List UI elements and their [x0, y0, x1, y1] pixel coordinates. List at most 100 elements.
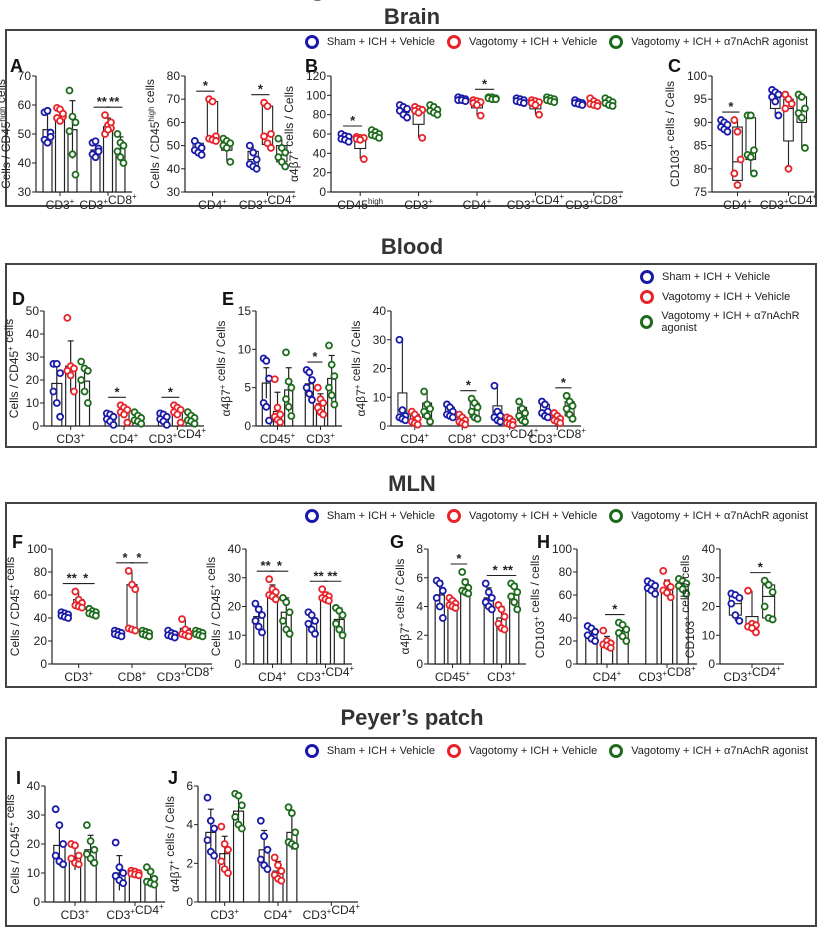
x-tick-label: CD3+CD4+ — [297, 664, 355, 684]
data-point — [461, 578, 470, 586]
data-point — [784, 164, 793, 173]
data-point — [319, 410, 328, 419]
x-tick-label: CD8+ — [118, 669, 147, 684]
data-point — [274, 134, 283, 143]
y-axis-label: α4β7+ cells / Cells — [163, 796, 182, 892]
x-tick-label: CD3+CD4+ — [106, 902, 164, 922]
x-tick-label: CD3+CD8+ — [79, 192, 137, 212]
significance-label: * — [612, 602, 618, 617]
data-point — [80, 387, 89, 396]
significance-label: ** — [109, 94, 120, 109]
data-point — [666, 593, 675, 602]
x-tick-label: CD3+CD4+ — [239, 192, 297, 212]
legend-label: Vagotomy + ICH + Vehicle — [469, 745, 598, 757]
y-tick-label: 0 — [33, 895, 40, 909]
data-point — [162, 420, 171, 429]
y-tick-label: 100 — [306, 88, 326, 102]
data-point — [49, 387, 58, 396]
significance-label: * — [123, 550, 129, 565]
y-tick-label: 10 — [373, 390, 387, 404]
y-tick-label: 60 — [18, 98, 32, 112]
panel-label: I — [16, 768, 21, 788]
data-point — [107, 118, 115, 127]
significance-label: * — [277, 558, 283, 573]
data-point — [263, 865, 272, 874]
data-point — [120, 410, 128, 419]
section-title-blood: Blood — [380, 234, 444, 259]
data-point — [271, 595, 280, 604]
data-point — [338, 611, 347, 620]
data-point — [284, 402, 293, 411]
x-tick-label: CD3+ — [56, 431, 85, 446]
y-tick-label: 30 — [373, 333, 387, 347]
data-point — [568, 414, 577, 423]
data-point — [622, 625, 631, 634]
data-point — [401, 416, 410, 425]
y-tick-label: 10 — [26, 396, 40, 410]
data-point — [78, 603, 86, 612]
y-tick-label: 8 — [416, 542, 423, 556]
data-point — [117, 632, 126, 641]
data-point — [212, 137, 220, 145]
panel-a2: 30 40 50 60 70 80 Cells / CD45high cells CD4+ CD… — [143, 69, 297, 212]
y-axis-label: Cells / CD45+ cells — [204, 557, 223, 656]
data-point — [258, 611, 266, 620]
data-point — [781, 104, 790, 113]
data-point — [66, 371, 75, 380]
legend-item-agonist: Vagotomy + ICH + α7nAchR agonist — [609, 35, 808, 49]
data-point — [226, 157, 235, 166]
data-point — [324, 596, 333, 605]
y-tick-label: 40 — [34, 611, 48, 625]
y-tick-label: 20 — [27, 837, 41, 851]
data-point — [131, 585, 140, 594]
data-point — [115, 863, 124, 872]
data-point — [599, 626, 608, 635]
y-tick-label: 0 — [416, 657, 423, 671]
data-point — [622, 637, 631, 645]
legend-item-sham: Sham + ICH + Vehicle — [304, 35, 435, 49]
data-point — [116, 153, 125, 162]
circle-marker-icon — [640, 315, 654, 329]
data-point — [413, 420, 422, 429]
data-point — [510, 582, 519, 591]
data-point — [395, 335, 404, 344]
data-point — [43, 138, 52, 147]
legend-item-vagotomy: Vagotomy + ICH + Vehicle — [447, 35, 597, 49]
data-point — [190, 419, 199, 428]
y-tick-label: 6 — [416, 571, 423, 585]
y-tick-label: 100 — [552, 542, 572, 556]
x-tick-label: CD3+CD8+ — [529, 426, 587, 446]
panel-label: D — [12, 289, 25, 309]
data-point — [94, 147, 103, 156]
data-point — [801, 144, 809, 152]
x-tick-label: CD3+CD8+ — [157, 664, 215, 684]
data-point — [733, 181, 742, 189]
data-point — [744, 586, 752, 595]
y-tick-label: 40 — [559, 611, 573, 625]
data-point — [59, 109, 67, 118]
data-point — [104, 125, 112, 134]
significance-label: * — [83, 571, 89, 586]
data-point — [435, 602, 444, 611]
data-point — [284, 377, 293, 386]
data-point — [203, 793, 212, 802]
x-tick-label: CD4+ — [110, 431, 139, 446]
data-point — [210, 851, 219, 860]
data-point — [473, 414, 482, 423]
y-tick-label: 0 — [244, 419, 251, 433]
x-tick-label: CD4+ — [198, 197, 227, 212]
y-tick-label: 15 — [238, 304, 252, 318]
legend-brain: Sham + ICH + Vehicle Vagotomy + ICH + Ve… — [293, 35, 808, 49]
y-tick-label: 20 — [228, 600, 242, 614]
data-point — [70, 364, 78, 373]
data-point — [91, 153, 100, 162]
data-point — [535, 110, 543, 119]
data-point — [46, 132, 55, 141]
legend-label: Sham + ICH + Vehicle — [326, 745, 436, 757]
data-point — [774, 111, 783, 120]
y-tick-label: 40 — [702, 542, 716, 556]
y-tick-label: 85 — [694, 139, 708, 153]
y-axis-label: Cells / CD45+ cells — [2, 319, 21, 418]
data-point — [332, 619, 340, 628]
